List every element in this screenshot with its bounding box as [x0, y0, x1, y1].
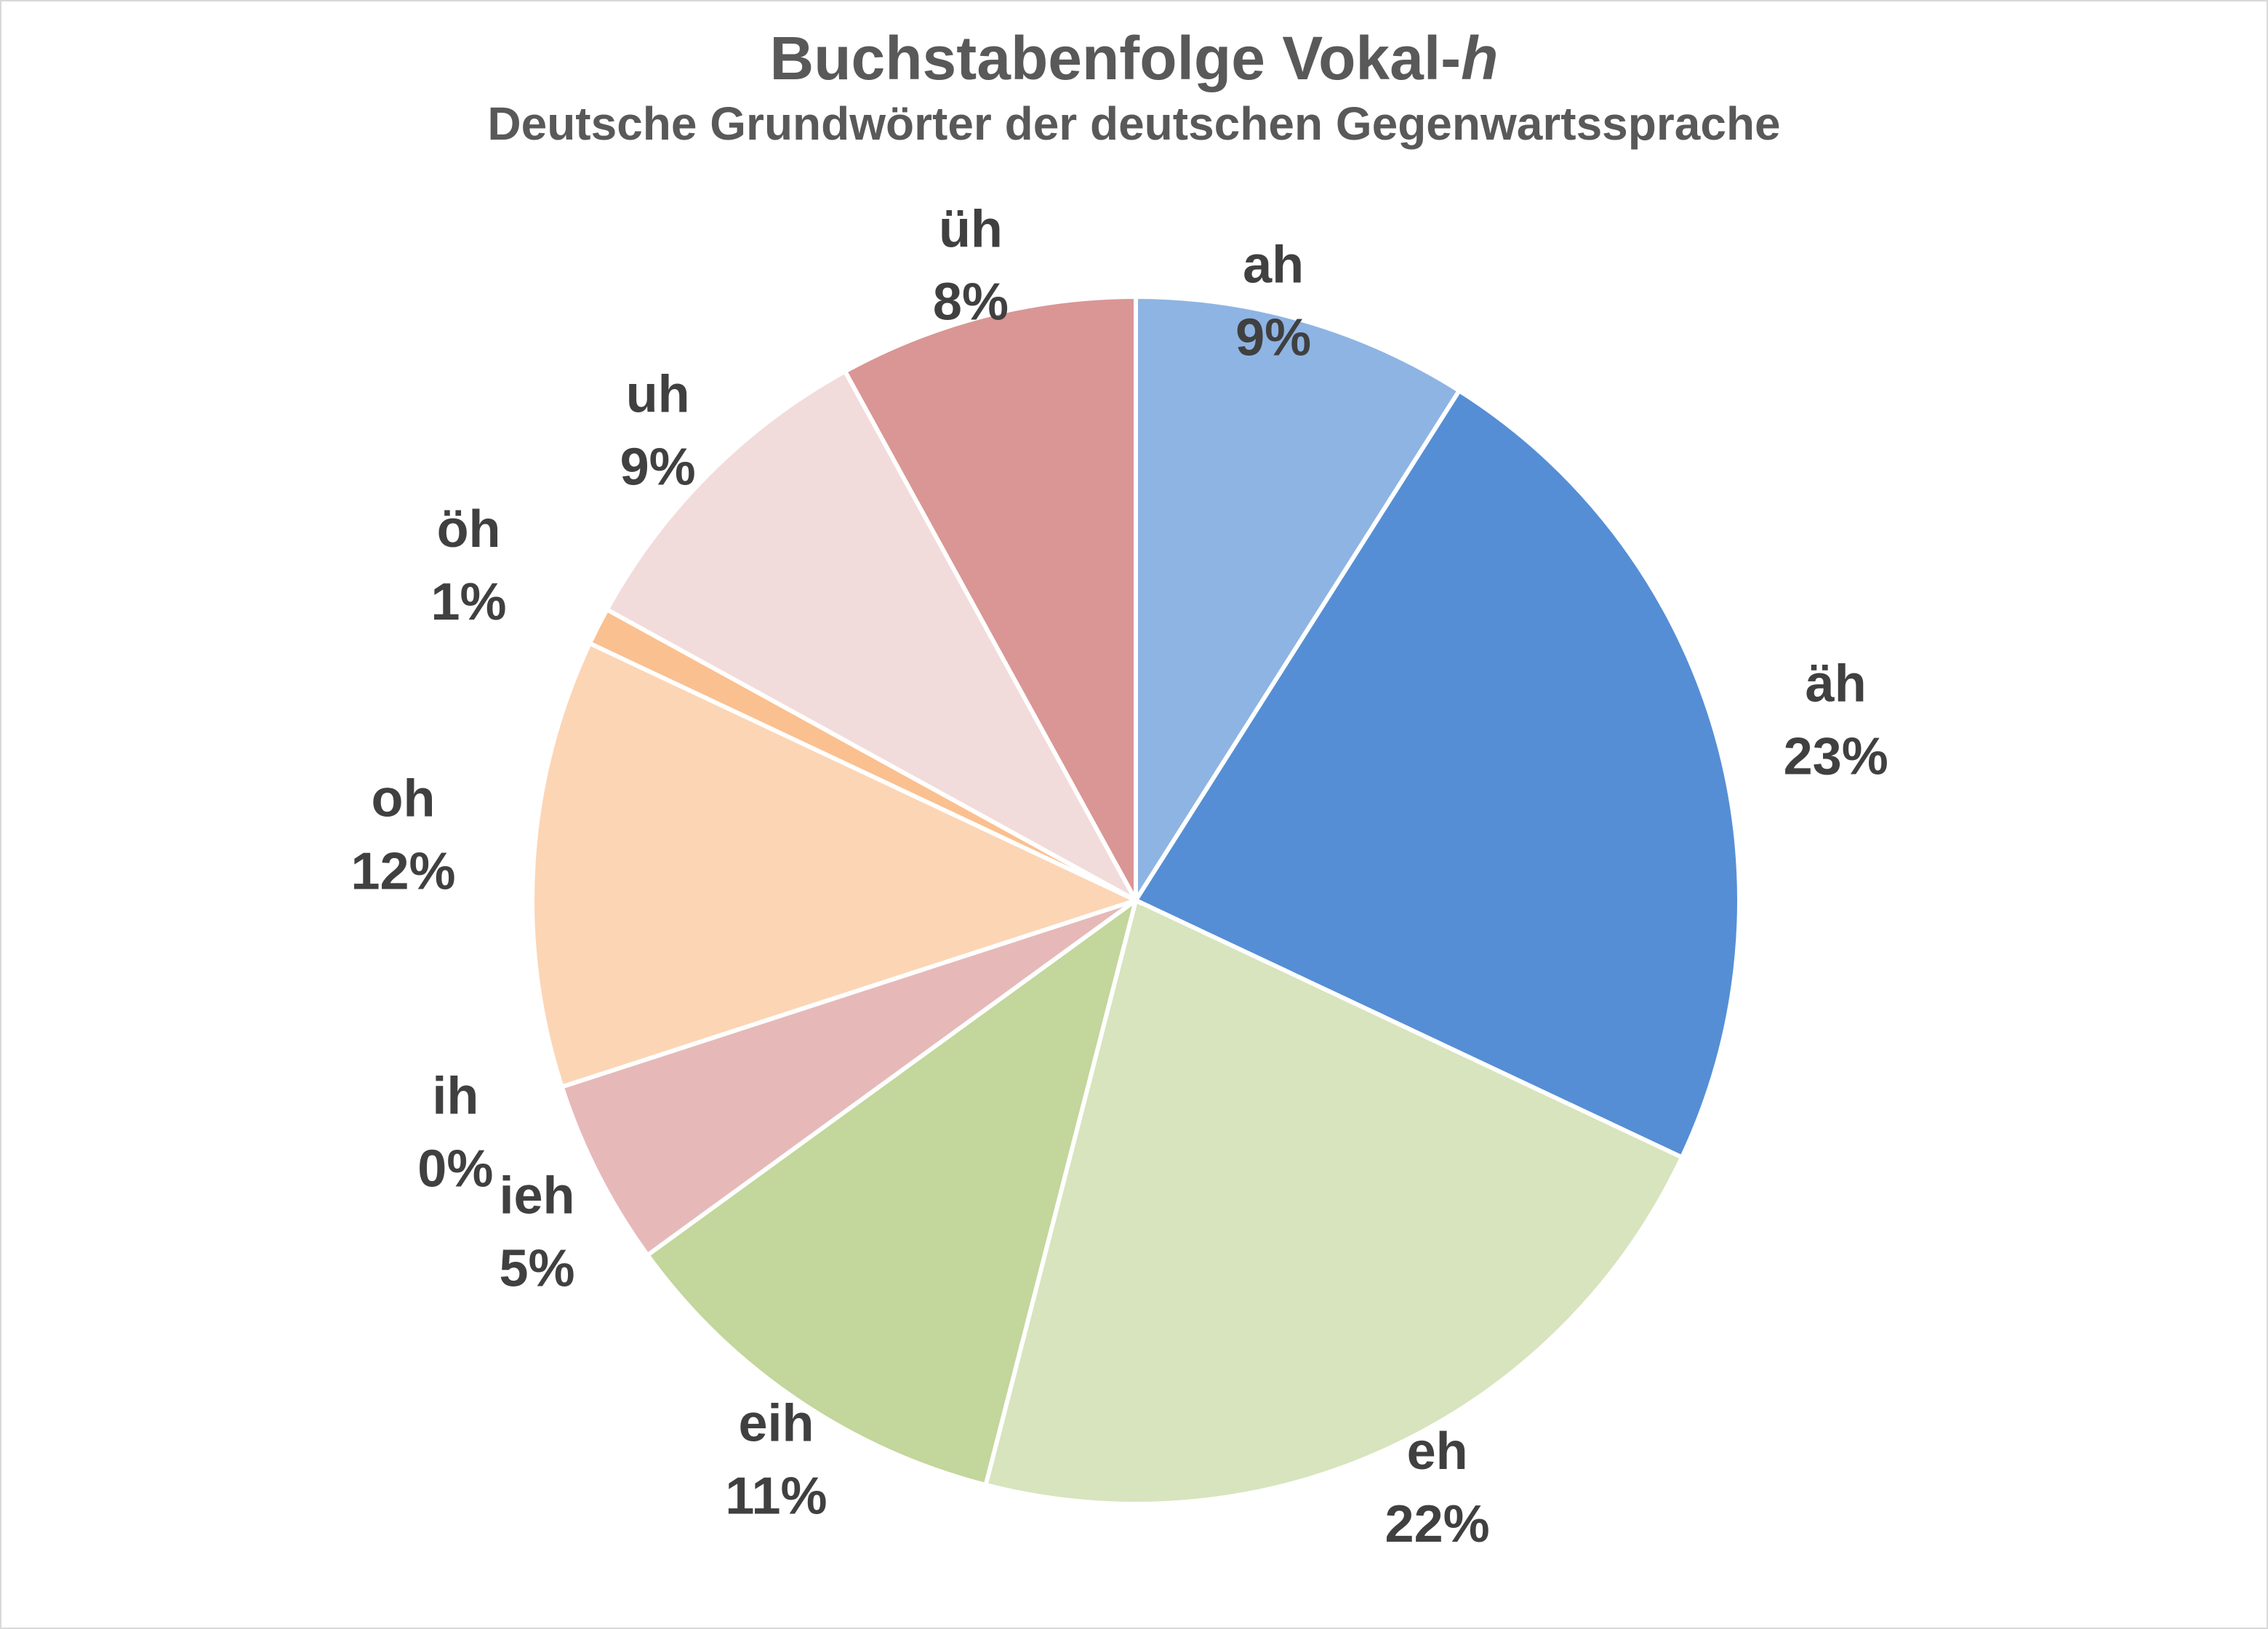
slice-eih: [644, 894, 1139, 1488]
slice-ah: [1134, 294, 1462, 908]
slice-ieh: [558, 898, 1137, 1259]
slice-label: ah: [1243, 236, 1304, 295]
chart-subtitle: Deutsche Grundwörter der deutschen Gegen…: [487, 97, 1781, 150]
chart-title: Buchstabenfolge Vokal-h: [0, 22, 2268, 95]
chart-title-text: Buchstabenfolge Vokal-: [769, 24, 1462, 92]
slice-ah: [1132, 388, 1742, 1161]
slice-eh: [982, 897, 1686, 1506]
slice-label: ih: [432, 1068, 478, 1126]
pie-slices: [530, 294, 1742, 1506]
slice-label: uh: [626, 366, 690, 424]
slice-percent-label: 22%: [1385, 1495, 1490, 1553]
slice-percent-label: 23%: [1784, 728, 1888, 786]
chart-title-italic: h: [1461, 24, 1499, 92]
slice-label: ieh: [499, 1166, 574, 1225]
slice-percent-label: 1%: [431, 573, 507, 631]
slice-uh: [842, 294, 1138, 902]
slice-percent-label: 9%: [1235, 309, 1311, 367]
slice-percent-label: 0%: [417, 1140, 493, 1198]
slice-oh: [530, 640, 1142, 1090]
slice-uh: [604, 368, 1142, 906]
pie-labels: ah 9% äh 23% eh 22% eih 11% ieh 5% ih 0% oh 12% öh 1% uh…: [350, 201, 1888, 1553]
slice-percent-label: 9%: [620, 439, 696, 497]
slice-percent-label: 12%: [350, 843, 455, 901]
slice-label: äh: [1806, 655, 1867, 713]
slice-label: öh: [437, 500, 501, 559]
slice-percent-label: 11%: [725, 1468, 827, 1526]
slice-label: oh: [372, 770, 436, 828]
slice-label: üh: [939, 201, 1003, 259]
slice-label: eih: [738, 1395, 814, 1453]
slice-percent-label: 5%: [499, 1239, 574, 1297]
slice-percent-label: 8%: [933, 273, 1009, 332]
slice-label: eh: [1407, 1422, 1468, 1481]
chart-title-block: Buchstabenfolge Vokal-h Deutsche Grundwö…: [0, 22, 2268, 153]
